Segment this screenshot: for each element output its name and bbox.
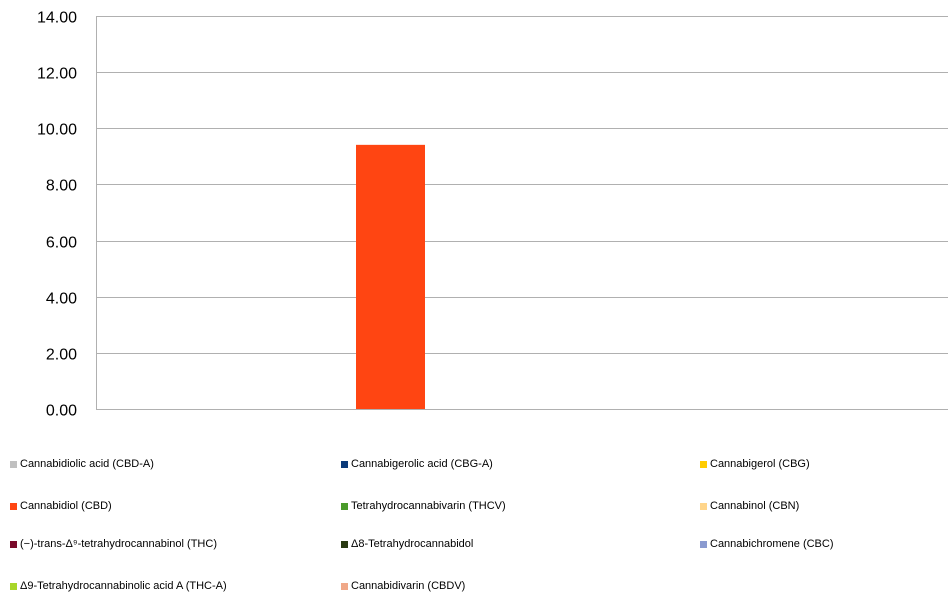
bar-3 [356, 144, 425, 410]
y-tick-label: 4.00 [46, 291, 77, 308]
bars [356, 144, 425, 410]
gridlines [96, 16, 948, 410]
y-tick-label: 12.00 [37, 66, 77, 83]
y-tick-label: 14.00 [37, 10, 77, 27]
y-tick-label: 2.00 [46, 347, 77, 364]
y-tick-label: 8.00 [46, 178, 77, 195]
y-axis-ticks: 0.00 2.00 4.00 6.00 8.00 10.00 12.00 14.00 [37, 10, 77, 420]
y-tick-label: 6.00 [46, 235, 77, 252]
y-tick-label: 0.00 [46, 403, 77, 420]
y-tick-label: 10.00 [37, 122, 77, 139]
